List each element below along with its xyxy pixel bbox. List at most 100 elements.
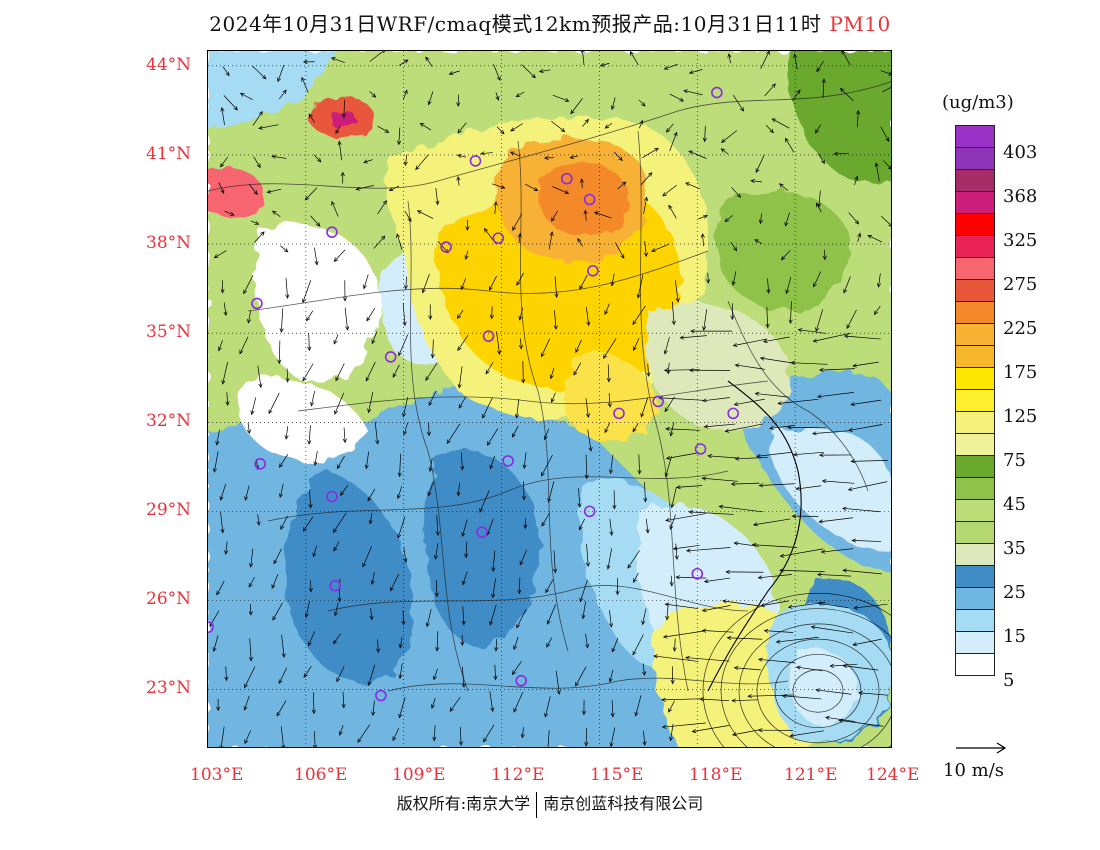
typhoon-circulation bbox=[792, 669, 844, 713]
wind-vector bbox=[608, 393, 611, 407]
wind-arrowhead bbox=[688, 150, 694, 155]
wind-arrowhead bbox=[620, 254, 625, 259]
wind-vector bbox=[817, 392, 854, 398]
station-marker bbox=[502, 455, 514, 467]
wind-vector bbox=[428, 91, 434, 105]
wind-arrowhead bbox=[564, 98, 570, 102]
wind-arrowhead bbox=[396, 233, 401, 239]
wind-arrowhead bbox=[669, 525, 674, 530]
wind-vector bbox=[633, 338, 640, 351]
wind-arrowhead bbox=[688, 368, 694, 373]
wind-vector bbox=[821, 548, 854, 553]
wind-arrowhead bbox=[446, 439, 451, 445]
wind-vector bbox=[760, 600, 789, 607]
wind-vector bbox=[397, 516, 406, 538]
wind-vector bbox=[551, 210, 558, 222]
wind-arrowhead bbox=[483, 227, 489, 233]
wind-arrowhead bbox=[345, 326, 350, 331]
wind-arrowhead bbox=[787, 604, 793, 609]
wind-arrowhead bbox=[813, 282, 817, 288]
wind-vector bbox=[665, 428, 700, 431]
wind-arrowhead bbox=[547, 498, 552, 503]
wind-vector bbox=[763, 336, 790, 343]
wind-arrowhead bbox=[816, 202, 820, 208]
wind-vector bbox=[513, 691, 524, 713]
wind-arrowhead bbox=[403, 430, 408, 436]
wind-vector bbox=[446, 423, 461, 444]
wind-vector bbox=[785, 212, 790, 227]
wind-arrowhead bbox=[513, 707, 518, 713]
wind-arrowhead bbox=[371, 339, 376, 345]
wind-vector bbox=[708, 455, 738, 459]
wind-vector bbox=[585, 633, 588, 648]
lon-label-118: 118°E bbox=[689, 765, 743, 785]
wind-arrowhead bbox=[701, 476, 707, 481]
wind-vector bbox=[880, 126, 890, 142]
wind-arrowhead bbox=[795, 486, 801, 491]
wind-arrowhead bbox=[427, 491, 432, 497]
wind-vector bbox=[248, 577, 255, 588]
wind-arrowhead bbox=[644, 196, 649, 202]
wind-arrowhead bbox=[609, 531, 614, 537]
station-marker bbox=[711, 86, 723, 99]
wind-arrowhead bbox=[277, 359, 282, 365]
wind-arrowhead bbox=[364, 464, 369, 470]
wind-arrowhead bbox=[727, 53, 732, 58]
wind-vector bbox=[548, 481, 555, 503]
wind-arrowhead bbox=[362, 562, 367, 568]
wind-arrowhead bbox=[219, 496, 224, 501]
wind-vector bbox=[220, 483, 227, 501]
wind-arrowhead bbox=[867, 234, 873, 239]
wind-arrowhead bbox=[540, 472, 545, 477]
wind-vector bbox=[489, 604, 497, 625]
wind-arrowhead bbox=[554, 293, 559, 299]
field-henan-yellow bbox=[564, 351, 658, 442]
province-boundary bbox=[387, 677, 789, 692]
wind-arrowhead bbox=[304, 195, 310, 201]
wind-vector bbox=[816, 203, 822, 213]
wind-arrowhead bbox=[461, 620, 466, 626]
wind-arrowhead bbox=[815, 688, 820, 693]
wind-arrowhead bbox=[457, 346, 462, 352]
wind-arrowhead bbox=[632, 320, 637, 326]
wind-arrowhead bbox=[685, 548, 691, 553]
wind-vector bbox=[702, 477, 738, 482]
wind-vector bbox=[577, 238, 584, 247]
wind-vector bbox=[732, 729, 761, 736]
wind-arrowhead bbox=[425, 376, 430, 381]
wind-vector bbox=[752, 544, 798, 548]
wind-vector bbox=[368, 391, 374, 413]
wind-vector bbox=[495, 92, 499, 101]
wind-vector bbox=[271, 574, 279, 589]
wind-vector bbox=[465, 250, 469, 260]
wind-arrowhead bbox=[811, 431, 817, 436]
wind-vector bbox=[213, 635, 219, 652]
wind-arrowhead bbox=[584, 741, 589, 747]
wind-arrowhead bbox=[785, 289, 790, 295]
wind-vector bbox=[685, 182, 700, 190]
wind-arrowhead bbox=[403, 89, 408, 95]
wind-vector bbox=[303, 665, 312, 678]
wind-vector bbox=[780, 548, 824, 557]
wind-vector bbox=[579, 274, 588, 290]
wind-arrowhead bbox=[733, 402, 739, 407]
wind-arrowhead bbox=[854, 175, 859, 181]
wind-vector bbox=[604, 422, 611, 433]
wind-vector bbox=[815, 309, 824, 332]
wind-vector bbox=[811, 626, 854, 634]
wind-arrowhead bbox=[302, 298, 306, 304]
map-panel[interactable] bbox=[207, 50, 892, 748]
wind-arrowhead bbox=[522, 464, 527, 470]
lon-label-115: 115°E bbox=[590, 765, 644, 785]
wind-vector bbox=[250, 548, 254, 568]
wind-vector bbox=[457, 335, 469, 351]
field-qinghai-white bbox=[255, 223, 380, 383]
wind-vector bbox=[214, 250, 227, 259]
wind-arrowhead bbox=[371, 93, 377, 98]
wind-vector bbox=[336, 455, 345, 469]
wind-arrowhead bbox=[610, 713, 615, 718]
wind-vector bbox=[582, 51, 585, 66]
wind-arrowhead bbox=[679, 97, 685, 102]
wind-vector bbox=[480, 152, 493, 155]
wind-arrowhead bbox=[683, 89, 688, 94]
